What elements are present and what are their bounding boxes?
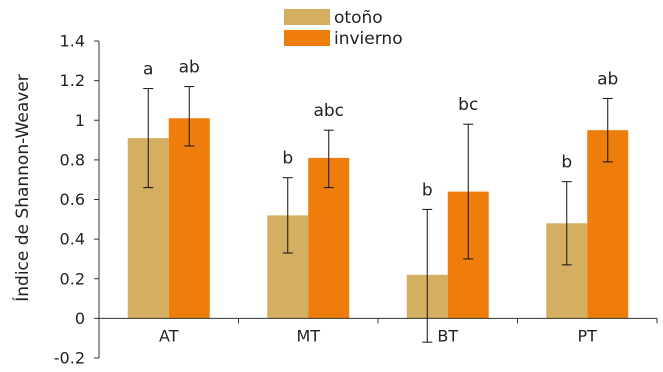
legend-swatch bbox=[284, 9, 330, 25]
significance-letter: bc bbox=[458, 95, 478, 115]
y-tick-label: -0.2 bbox=[54, 349, 85, 368]
y-axis: -0.2 0 0.2 0.4 0.6 0.8 1 1.2 1.4 bbox=[54, 32, 100, 368]
y-tick-label: 1 bbox=[75, 111, 85, 130]
x-tick-label: AT bbox=[159, 326, 179, 345]
y-tick-label: 0 bbox=[75, 309, 85, 328]
x-tick-label: MT bbox=[296, 326, 320, 345]
legend-swatch bbox=[284, 30, 330, 46]
legend-label: otoño bbox=[334, 8, 383, 28]
y-tick-label: 0.4 bbox=[60, 230, 85, 249]
x-tick-label: BT bbox=[437, 326, 458, 345]
significance-letter: ab bbox=[179, 58, 200, 78]
y-tick-label: 0.2 bbox=[60, 269, 85, 288]
significance-letter: b bbox=[561, 153, 572, 173]
significance-letter: b bbox=[282, 149, 293, 169]
x-axis: AT MT BT PT bbox=[98, 317, 658, 345]
bars bbox=[127, 118, 629, 319]
y-tick-label: 1.4 bbox=[60, 32, 85, 51]
legend-label: invierno bbox=[334, 29, 403, 49]
y-tick-label: 1.2 bbox=[60, 71, 85, 90]
x-tick-label: PT bbox=[578, 326, 598, 345]
y-tick-label: 0.6 bbox=[60, 190, 85, 209]
significance-letter: b bbox=[422, 180, 433, 200]
error-bars bbox=[143, 86, 613, 343]
significance-letter: ab bbox=[597, 69, 618, 89]
significance-letter: abc bbox=[313, 101, 344, 121]
bar bbox=[168, 118, 210, 319]
y-tick-label: 0.8 bbox=[60, 150, 85, 169]
y-axis-label: Índice de Shannon-Weaver bbox=[11, 74, 33, 302]
significance-letter: a bbox=[143, 60, 153, 80]
